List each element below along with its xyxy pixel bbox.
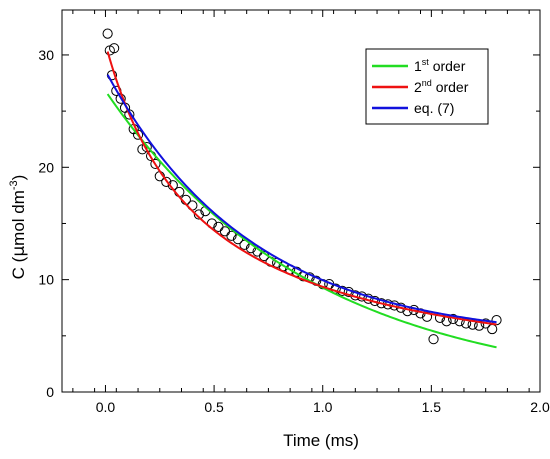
data-point <box>193 209 204 220</box>
y-tick-label: 30 <box>38 47 54 63</box>
data-point <box>219 226 231 237</box>
y-tick-label: 20 <box>38 159 54 175</box>
legend-label: eq. (7) <box>414 100 454 116</box>
y-tick-label: 10 <box>38 272 54 288</box>
y-axis-label: C (μmol dm-3) <box>8 175 29 280</box>
data-point <box>421 311 433 322</box>
legend-label: 2nd order <box>414 78 469 95</box>
legend-label: 1st order <box>414 57 466 74</box>
data-point <box>487 323 498 335</box>
data-point <box>161 176 172 187</box>
axes: 0.0 0.5 1.0 1.5 2.0 0 10 20 30 <box>38 9 550 415</box>
data-point <box>226 230 237 241</box>
data-point <box>132 129 144 140</box>
x-axis-label: Time (ms) <box>283 431 359 450</box>
second-order-fit-line <box>106 51 497 326</box>
x-tick-label: 0.0 <box>96 399 116 415</box>
y-tick-label: 0 <box>46 384 54 400</box>
data-point <box>109 43 120 54</box>
x-tick-label: 2.0 <box>530 399 550 415</box>
plot-area <box>102 28 502 349</box>
legend: 1st order 2nd order eq. (7) <box>365 48 489 125</box>
data-point <box>491 314 502 326</box>
data-point <box>428 334 439 345</box>
data-point <box>102 28 113 39</box>
data-point <box>150 158 161 170</box>
plot-frame <box>61 9 541 393</box>
x-tick-label: 0.5 <box>204 399 224 415</box>
first-order-fit-line <box>106 93 497 349</box>
x-tick-label: 1.5 <box>422 399 442 415</box>
eq7-fit-line <box>106 74 497 324</box>
x-tick-label: 1.0 <box>313 399 333 415</box>
